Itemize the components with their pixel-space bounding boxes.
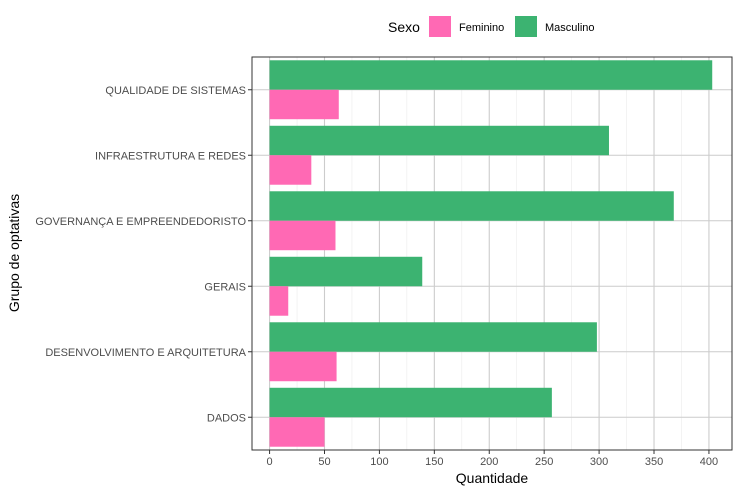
- x-tick-label: 350: [645, 456, 663, 468]
- x-tick-label: 250: [535, 456, 553, 468]
- bar-masculino: 309: [269, 125, 609, 156]
- bar-masculino: 139: [269, 256, 423, 287]
- bars: 403 309 368 139 298 257 63 38 60 17 61 50: [269, 60, 713, 447]
- panel-border: [251, 56, 733, 451]
- y-tick-label: QUALIDADE DE SISTEMAS: [105, 85, 246, 97]
- x-tick-label: 150: [425, 456, 443, 468]
- y-tick-label: INFRAESTRUTURA E REDES: [95, 150, 246, 162]
- bar-masculino: 368: [269, 191, 674, 221]
- y-axis-title: Grupo de optativas: [6, 194, 22, 312]
- x-tick-label: 200: [480, 456, 498, 468]
- legend-title: Sexo: [388, 19, 420, 35]
- x-tick-label: 100: [370, 456, 388, 468]
- y-tick-label: GOVERNANÇA E EMPREENDEDORISTO: [35, 216, 246, 228]
- y-tick-label: DADOS: [207, 412, 246, 424]
- bar-masculino: 298: [269, 322, 597, 352]
- x-axis: 0 50 100 150 200 250 300 350 400: [267, 450, 718, 468]
- x-tick-label: 300: [590, 456, 608, 468]
- x-axis-title: Quantidade: [456, 470, 529, 486]
- legend-label-feminino: Feminino: [459, 22, 504, 34]
- bar-masculino: 403: [269, 60, 713, 90]
- bar-feminino: 17: [269, 286, 289, 316]
- y-tick-label: GERAIS: [204, 281, 246, 293]
- legend: Sexo Feminino Masculino: [388, 16, 595, 37]
- x-tick-label: 400: [700, 456, 718, 468]
- y-tick-label: DESENVOLVIMENTO E ARQUITETURA: [45, 347, 246, 359]
- bar-feminino: 38: [269, 155, 312, 185]
- legend-swatch-feminino: [429, 16, 451, 37]
- minor-grid: [296, 57, 682, 450]
- legend-label-masculino: Masculino: [545, 22, 595, 34]
- panel-background: [252, 57, 732, 450]
- bar-feminino: 50: [269, 417, 325, 447]
- bar-feminino: 63: [269, 89, 339, 120]
- legend-swatch-masculino: [515, 16, 537, 37]
- x-tick-label: 0: [267, 456, 273, 468]
- bar-feminino: 61: [269, 351, 337, 382]
- bar-feminino: 60: [269, 220, 336, 251]
- x-tick-label: 50: [318, 456, 330, 468]
- bar-masculino: 257: [269, 387, 552, 418]
- y-axis: QUALIDADE DE SISTEMAS INFRAESTRUTURA E RE…: [35, 85, 252, 424]
